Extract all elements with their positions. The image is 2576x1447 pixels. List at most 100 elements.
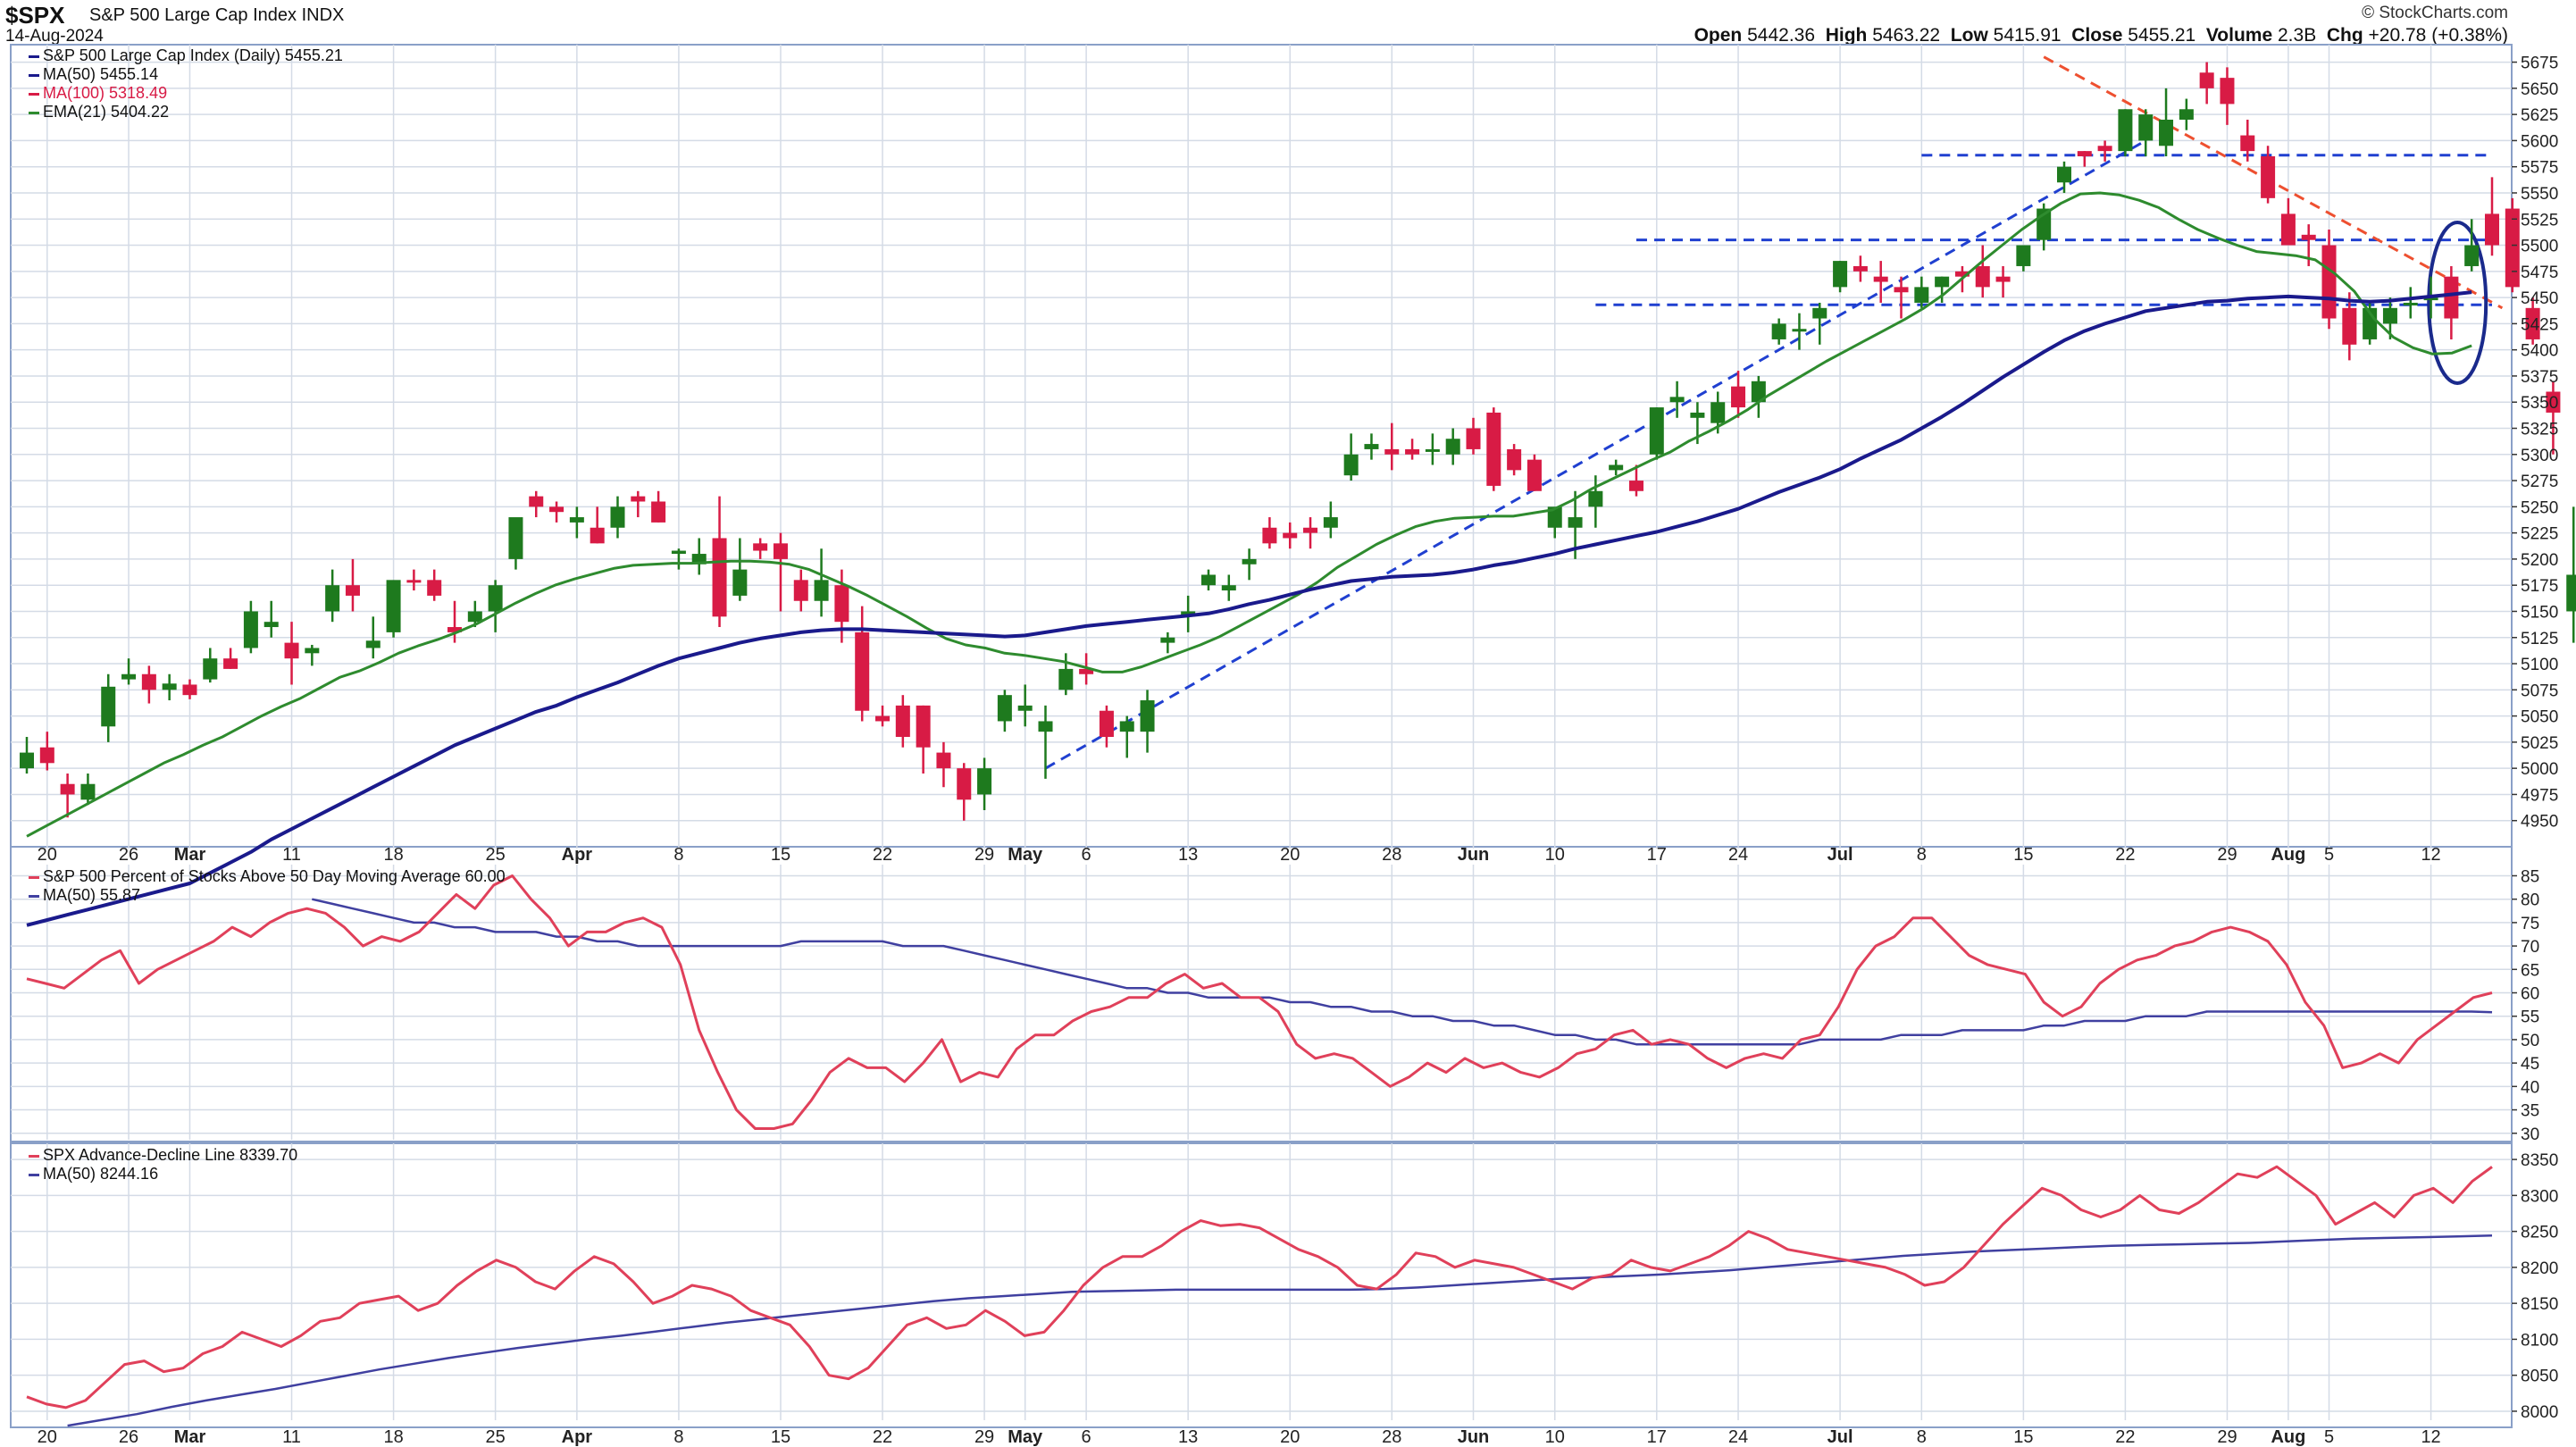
legend-percent-ma: MA(50) 55.87 — [43, 886, 141, 904]
percent-y-tick-label: 80 — [2521, 891, 2539, 910]
percent-y-tick-label: 70 — [2521, 938, 2539, 957]
price-y-tick-label: 5025 — [2521, 734, 2558, 753]
x-tick-label: 12 — [2421, 845, 2440, 865]
percent-y-tick-label: 35 — [2521, 1102, 2539, 1121]
candle-up — [2016, 245, 2031, 266]
candle-up — [2403, 302, 2418, 305]
candle-up — [1343, 454, 1359, 476]
candle-up — [2159, 119, 2174, 146]
x-tick-label: 24 — [1728, 1427, 1748, 1447]
candle-down — [427, 580, 442, 596]
price-y-tick-label: 5075 — [2521, 682, 2558, 700]
candle-down — [447, 627, 463, 632]
candle-up — [2138, 114, 2154, 141]
ad-y-tick-label: 8200 — [2521, 1259, 2558, 1278]
stockcharts-credit: © StockCharts.com — [2362, 4, 2508, 22]
price-y-tick-label: 5675 — [2521, 54, 2558, 73]
x-tick-label: May — [1008, 1427, 1043, 1447]
candle-up — [101, 686, 116, 727]
legend-ad-ma: MA(50) 8244.16 — [43, 1165, 159, 1183]
candle-down — [1466, 428, 1481, 449]
candle-down — [1099, 710, 1114, 738]
x-tick-label: 26 — [119, 1427, 138, 1447]
candle-down — [1975, 265, 1990, 288]
candle-up — [1140, 700, 1155, 732]
x-tick-label: 17 — [1647, 845, 1667, 865]
price-y-tick-label: 5200 — [2521, 551, 2558, 570]
candle-up — [243, 611, 258, 648]
x-tick-label: 24 — [1728, 845, 1748, 865]
x-tick-label: Aug — [2271, 845, 2305, 865]
ema21-line — [26, 191, 2472, 838]
candle-up — [2464, 245, 2480, 266]
candle-down — [1303, 527, 1318, 533]
percent-y-tick-label: 30 — [2521, 1125, 2539, 1144]
candle-up — [1588, 490, 1603, 507]
candle-down — [549, 506, 565, 513]
x-tick-label: Aug — [2271, 1427, 2305, 1447]
percent-y-tick-label: 40 — [2521, 1078, 2539, 1097]
legend-ma100: MA(100) 5318.49 — [43, 84, 168, 102]
candle-down — [2525, 307, 2540, 339]
x-tick-label: Jun — [1458, 1427, 1490, 1447]
candle-up — [305, 648, 320, 654]
candle-down — [406, 580, 422, 583]
candle-down — [141, 673, 156, 690]
candle-down — [712, 538, 727, 617]
price-y-tick-label: 5525 — [2521, 211, 2558, 230]
candle-up — [1425, 448, 1440, 452]
ohlc-summary: Open 5442.36 High 5463.22 Low 5415.91 Cl… — [1694, 25, 2508, 46]
candle-up — [1710, 402, 1726, 423]
price-y-tick-label: 5050 — [2521, 708, 2558, 727]
candle-down — [957, 768, 972, 800]
candle-up — [997, 695, 1012, 722]
x-tick-label: 28 — [1382, 845, 1401, 865]
candle-up — [671, 550, 686, 555]
candle-down — [2077, 151, 2092, 156]
x-tick-label: 20 — [1280, 1427, 1300, 1447]
x-tick-label: Apr — [562, 1427, 593, 1447]
candle-down — [60, 783, 75, 795]
x-tick-label: 18 — [383, 845, 403, 865]
x-tick-label: Mar — [174, 1427, 206, 1447]
x-tick-label: 8 — [1917, 1427, 1927, 1447]
candle-down — [834, 585, 849, 623]
x-tick-label: 8 — [1917, 845, 1927, 865]
rising-trendline — [1044, 139, 2146, 770]
candle-down — [1894, 287, 1909, 293]
candle-down — [223, 658, 238, 669]
candle-down — [2301, 234, 2316, 240]
candle-down — [1526, 459, 1542, 491]
candle-up — [2118, 109, 2133, 152]
price-y-tick-label: 5650 — [2521, 80, 2558, 99]
candle-down — [1507, 448, 1522, 471]
x-tick-label: 5 — [2324, 845, 2334, 865]
candle-up — [1242, 558, 1257, 565]
percent-panel-frame — [10, 846, 2513, 1142]
candle-up — [1833, 261, 1848, 288]
open-value: 5442.36 — [1747, 25, 1816, 46]
candle-up — [365, 640, 381, 648]
ad-panel-frame — [10, 1142, 2513, 1428]
ad-y-tick-label: 8150 — [2521, 1295, 2558, 1314]
candle-down — [2485, 213, 2499, 246]
candle-up — [1771, 323, 1786, 339]
candle-up — [508, 517, 523, 559]
x-tick-label: 15 — [2013, 845, 2033, 865]
x-tick-label: 6 — [1082, 845, 1091, 865]
x-tick-label: 20 — [1280, 845, 1300, 865]
x-tick-label: 26 — [119, 845, 138, 865]
ad-legend: SPX Advance-Decline Line 8339.70 MA(50) … — [29, 1146, 297, 1184]
x-tick-label: 13 — [1178, 1427, 1198, 1447]
candle-down — [1283, 532, 1298, 539]
price-y-tick-label: 5625 — [2521, 106, 2558, 125]
percent-y-tick-label: 75 — [2521, 915, 2539, 933]
candle-up — [467, 611, 482, 623]
candle-down — [529, 496, 544, 507]
axis-layer: 4950497550005025505050755100512551505175… — [38, 54, 2559, 1447]
candle-up — [1935, 276, 1950, 288]
grid-layer — [10, 44, 2513, 1428]
percent-y-tick-label: 55 — [2521, 1008, 2539, 1027]
high-value: 5463.22 — [1872, 25, 1941, 46]
candle-down — [936, 752, 951, 769]
